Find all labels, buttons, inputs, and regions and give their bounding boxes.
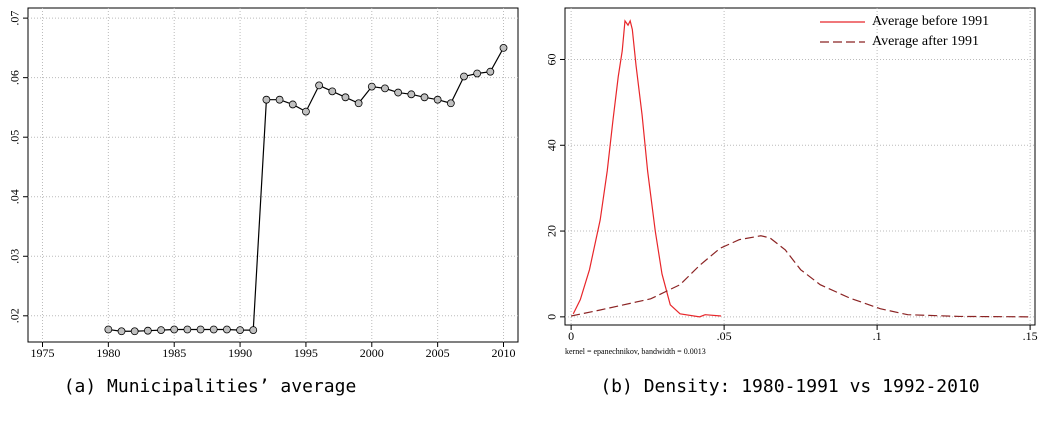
point	[407, 90, 416, 99]
point	[341, 93, 350, 102]
y-tick-label: .05	[8, 130, 22, 145]
point	[275, 95, 284, 104]
point	[130, 327, 139, 336]
x-tick-label: 2000	[360, 346, 384, 360]
y-tick-label: 40	[545, 139, 559, 151]
point	[446, 99, 455, 108]
x-tick-label: 0	[568, 329, 574, 343]
x-tick-label: 1995	[294, 346, 318, 360]
y-tick-label: .03	[8, 249, 22, 264]
point	[394, 88, 403, 97]
point	[117, 327, 126, 336]
y-tick-label: .02	[8, 308, 22, 323]
plot-frame	[564, 7, 1036, 326]
point	[433, 95, 442, 104]
line	[572, 19, 722, 318]
legend-label: Average before 1991	[872, 14, 989, 29]
point	[157, 326, 165, 334]
point	[104, 325, 113, 334]
y-tick-label: 60	[545, 53, 559, 65]
note: kernel = epanechnikov, bandwidth = 0.001…	[565, 347, 706, 356]
point	[460, 72, 468, 81]
x-tick-label: 1985	[162, 346, 186, 360]
point	[196, 325, 205, 334]
x-tick-label: 1990	[228, 346, 252, 360]
point	[354, 99, 363, 108]
point	[420, 93, 429, 102]
y-tick-label: .07	[8, 11, 22, 26]
x-tick-label: .05	[717, 329, 732, 343]
legend-label: Average after 1991	[872, 34, 979, 49]
point	[381, 84, 389, 93]
plot-frame	[27, 7, 519, 343]
y-tick-label: 20	[545, 225, 559, 237]
point	[328, 87, 337, 96]
x-tick-label: 2005	[426, 346, 450, 360]
point	[143, 326, 152, 335]
x-tick-label: 2010	[492, 346, 516, 360]
point	[486, 67, 495, 76]
y-tick-label: .04	[8, 189, 22, 204]
point	[499, 43, 508, 52]
point	[183, 325, 192, 334]
point	[209, 325, 218, 334]
point	[367, 82, 376, 91]
point	[249, 326, 258, 334]
caption: (b) Density: 1980-1991 vs 1992-2010	[600, 376, 979, 397]
x-tick-label: 1975	[30, 346, 54, 360]
caption: (a) Municipalities’ average	[64, 376, 357, 397]
point	[222, 325, 231, 334]
x-tick-label: .1	[873, 329, 882, 343]
y-tick-label: 0	[545, 314, 559, 320]
point	[170, 325, 179, 334]
point	[473, 69, 482, 78]
y-tick-label: .06	[8, 70, 22, 85]
x-tick-label: 1980	[96, 346, 120, 360]
point	[288, 100, 297, 109]
point	[315, 81, 324, 90]
x-tick-label: .15	[1023, 329, 1038, 343]
point	[236, 326, 244, 334]
point	[302, 107, 310, 116]
point	[262, 95, 271, 104]
